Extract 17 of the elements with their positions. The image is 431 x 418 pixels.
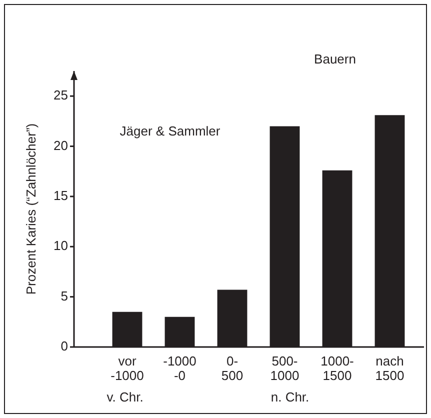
y-tick-label: 0 xyxy=(60,338,68,354)
x-tick-label: nach 1500 xyxy=(375,354,404,384)
text: v. Chr. xyxy=(106,390,144,405)
x-tick-label: 500- 1000 xyxy=(270,354,300,384)
y-tick-label: 20 xyxy=(54,138,68,153)
x-tick-label: vor -1000 xyxy=(110,354,144,384)
annotation: Jäger & Sammler xyxy=(120,124,221,139)
y-axis-title: Prozent Karies (“Zahnlöcher”) xyxy=(23,123,38,295)
x-tick-label: -1000 -0 xyxy=(163,354,196,384)
y-tick-label: 15 xyxy=(54,188,68,204)
y-tick-label: 25 xyxy=(54,88,68,103)
text: n. Chr. xyxy=(270,390,310,405)
x-tick-label: 1000- 1500 xyxy=(320,354,354,384)
x-tick-label: 0- 500 xyxy=(221,354,244,384)
y-tick-label: 10 xyxy=(54,238,68,254)
text: Bauern xyxy=(314,52,356,67)
y-tick-label: 5 xyxy=(60,288,68,304)
